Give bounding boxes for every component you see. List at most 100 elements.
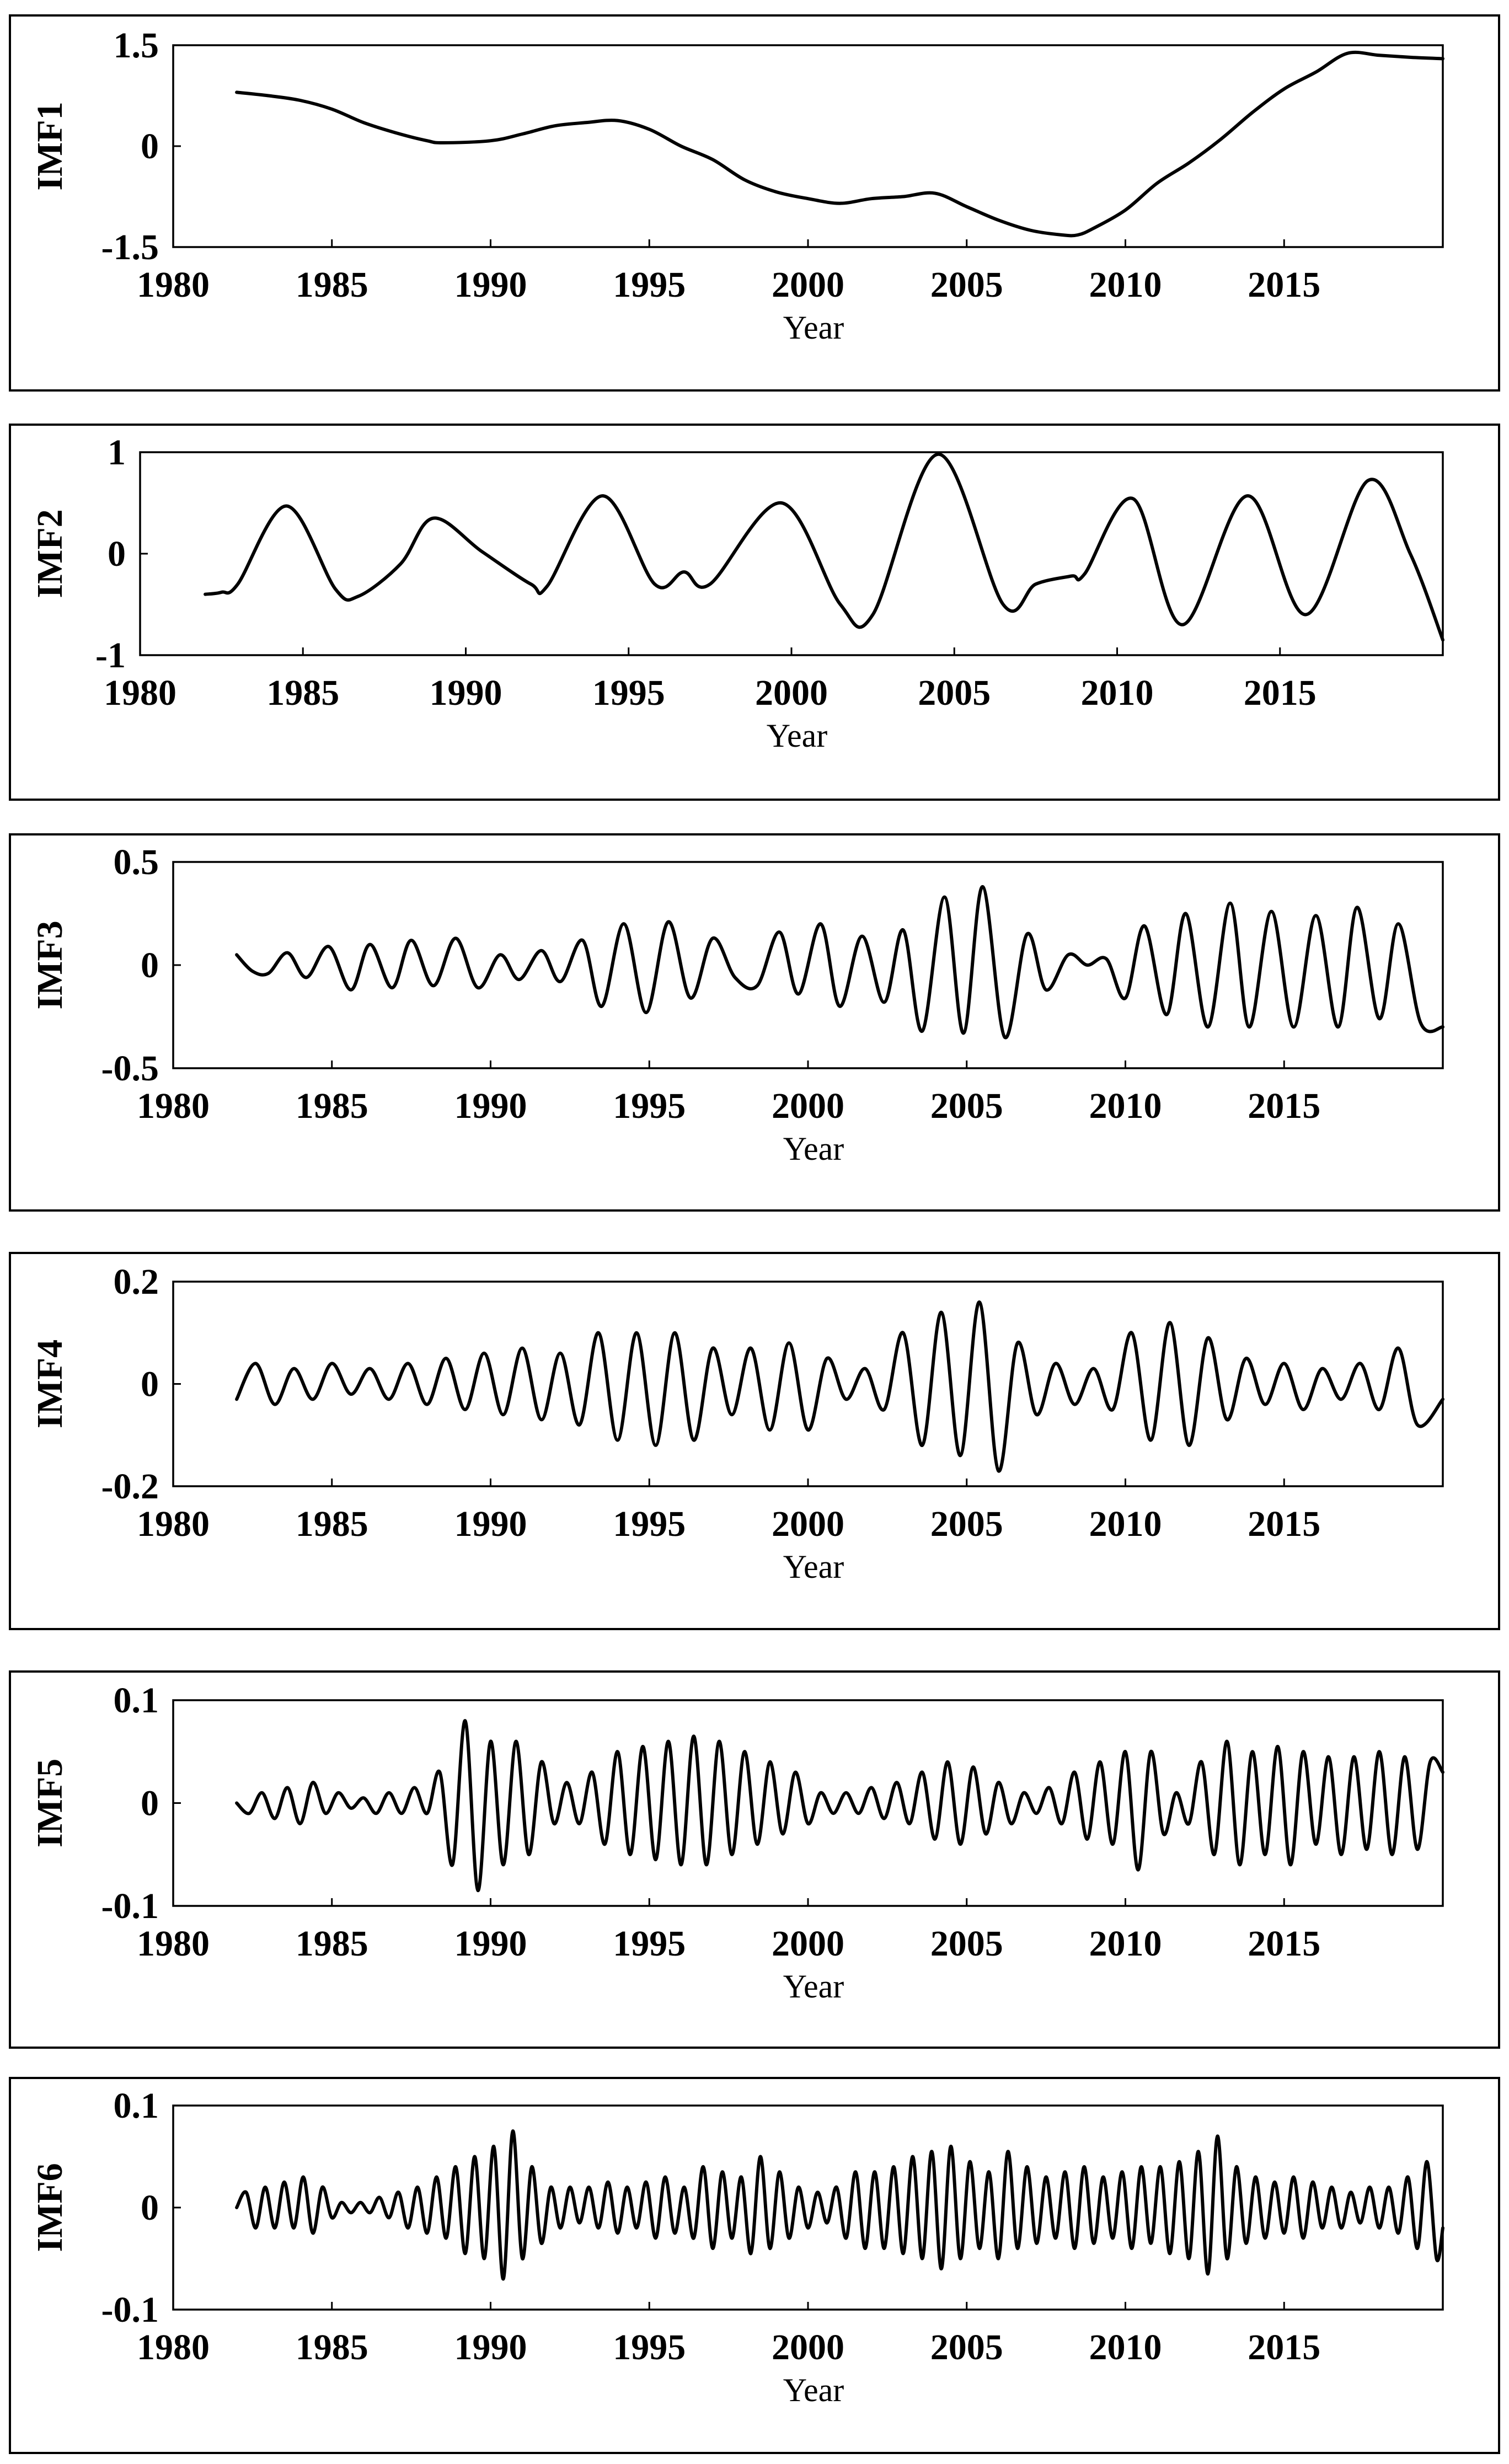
x-tick-label: 2005 [918,673,991,713]
x-tick-label: 2005 [930,2327,1003,2367]
x-tick-label: 2015 [1248,2327,1320,2367]
x-tick-label: 1995 [613,265,686,305]
x-tick-label: 2005 [930,265,1003,305]
y-tick-label: 0.2 [114,1262,159,1302]
x-tick-label: 2005 [930,1504,1003,1544]
x-tick-label: 1990 [454,1086,527,1126]
x-tick-label: 1985 [296,1086,368,1126]
x-tick-label: 2000 [772,1924,844,1964]
panel-frame [9,424,1500,801]
plot-area [172,1699,1444,1907]
series-line-imf6 [235,2129,1444,2281]
y-tick-label: 0 [141,945,159,985]
chart-panel-1: 1980 1985 1990 1995 2000 2005 2010 2015 1.5 0 -1.5… [9,14,1500,392]
x-tick-label: 1995 [613,2327,686,2367]
y-tick-label: -1 [95,635,126,676]
x-tick-label: 1985 [296,2327,368,2367]
x-tick-label: 1995 [613,1504,686,1544]
x-tick-label: 1995 [592,673,665,713]
series-line-imf2 [204,452,1444,642]
y-axis-title: IMF2 [30,509,70,598]
x-tick-label: 2015 [1244,673,1317,713]
y-tick-label: -1.5 [101,227,159,267]
y-axis-title: IMF5 [30,1759,70,1847]
y-axis-title: IMF4 [30,1340,70,1428]
series-line-imf3 [235,885,1444,1040]
x-tick-label: 1980 [104,673,176,713]
x-axis-title: Year [783,309,844,346]
x-tick-label: 2000 [772,265,844,305]
y-tick-label: 0 [141,1783,159,1824]
x-axis-title: Year [783,1968,844,2005]
series-line-imf1 [235,50,1444,238]
y-axis-title: IMF1 [30,101,70,190]
series-line-imf5 [235,1719,1444,1893]
y-tick-label: 0 [141,126,159,167]
panel-frame [9,1252,1500,1630]
x-tick-label: 1980 [137,265,210,305]
x-tick-label: 2005 [930,1924,1003,1964]
y-tick-label: 0 [141,1364,159,1405]
x-tick-label: 2000 [772,1504,844,1544]
x-tick-label: 1990 [454,2327,527,2367]
x-tick-label: 1990 [430,673,502,713]
x-tick-label: 2010 [1081,673,1154,713]
x-tick-label: 2015 [1248,1924,1320,1964]
series-line-imf4 [235,1300,1444,1473]
y-tick-label: 0.5 [114,842,159,882]
y-tick-label: 0.1 [114,2086,159,2126]
y-tick-label: 0.1 [114,1680,159,1721]
x-tick-label: 1985 [266,673,339,713]
x-tick-label: 1980 [137,1924,210,1964]
x-tick-label: 1980 [137,2327,210,2367]
x-tick-label: 2015 [1248,265,1320,305]
x-tick-label: 2000 [772,1086,844,1126]
x-tick-label: 2015 [1248,1504,1320,1544]
plot-area [172,44,1444,248]
plot-area [139,451,1444,656]
chart-panel-2: 1980 1985 1990 1995 2000 2005 2010 2015 1 0 -1 Year… [9,424,1500,801]
chart-panel-3: 1980 1985 1990 1995 2000 2005 2010 2015 0.5 0 -0.5… [9,833,1500,1212]
x-axis-title: Year [783,2372,844,2408]
x-tick-label: 2010 [1089,1924,1162,1964]
panel-frame [9,2077,1500,2454]
y-tick-label: 0 [141,2188,159,2228]
x-tick-label: 1990 [454,265,527,305]
x-tick-label: 1980 [137,1086,210,1126]
x-tick-label: 1990 [454,1504,527,1544]
x-tick-label: 1990 [454,1924,527,1964]
x-tick-label: 1985 [296,1504,368,1544]
x-axis-title: Year [783,1549,844,1585]
x-tick-label: 2010 [1089,2327,1162,2367]
chart-panel-6: 1980 1985 1990 1995 2000 2005 2010 2015 0.1 0 -0.1… [9,2077,1500,2454]
x-axis-title: Year [767,717,828,754]
x-axis-title: Year [783,1131,844,1167]
y-tick-label: -0.2 [101,1466,159,1507]
y-tick-label: 1.5 [114,25,159,66]
y-tick-label: -0.1 [101,2290,159,2330]
y-tick-label: -0.1 [101,1886,159,1926]
x-tick-label: 2000 [772,2327,844,2367]
x-tick-label: 2010 [1089,1086,1162,1126]
y-axis-title: IMF6 [30,2163,70,2252]
y-tick-label: -0.5 [101,1048,159,1089]
chart-panel-5: 1980 1985 1990 1995 2000 2005 2010 2015 0.1 0 -0.1… [9,1670,1500,2049]
x-tick-label: 2000 [755,673,828,713]
x-tick-label: 1980 [137,1504,210,1544]
x-tick-label: 1995 [613,1086,686,1126]
x-tick-label: 1985 [296,265,368,305]
y-axis-title: IMF3 [30,920,70,1009]
x-tick-label: 2010 [1089,1504,1162,1544]
panel-frame [9,1670,1500,2049]
x-tick-label: 1985 [296,1924,368,1964]
x-tick-label: 2010 [1089,265,1162,305]
x-tick-label: 2015 [1248,1086,1320,1126]
chart-panel-4: 1980 1985 1990 1995 2000 2005 2010 2015 0.2 0 -0.2… [9,1252,1500,1630]
x-tick-label: 2005 [930,1086,1003,1126]
y-tick-label: 0 [108,534,126,574]
y-tick-label: 1 [108,432,126,473]
panel-frame [9,14,1500,392]
panel-frame [9,833,1500,1212]
plot-area [172,1281,1444,1487]
